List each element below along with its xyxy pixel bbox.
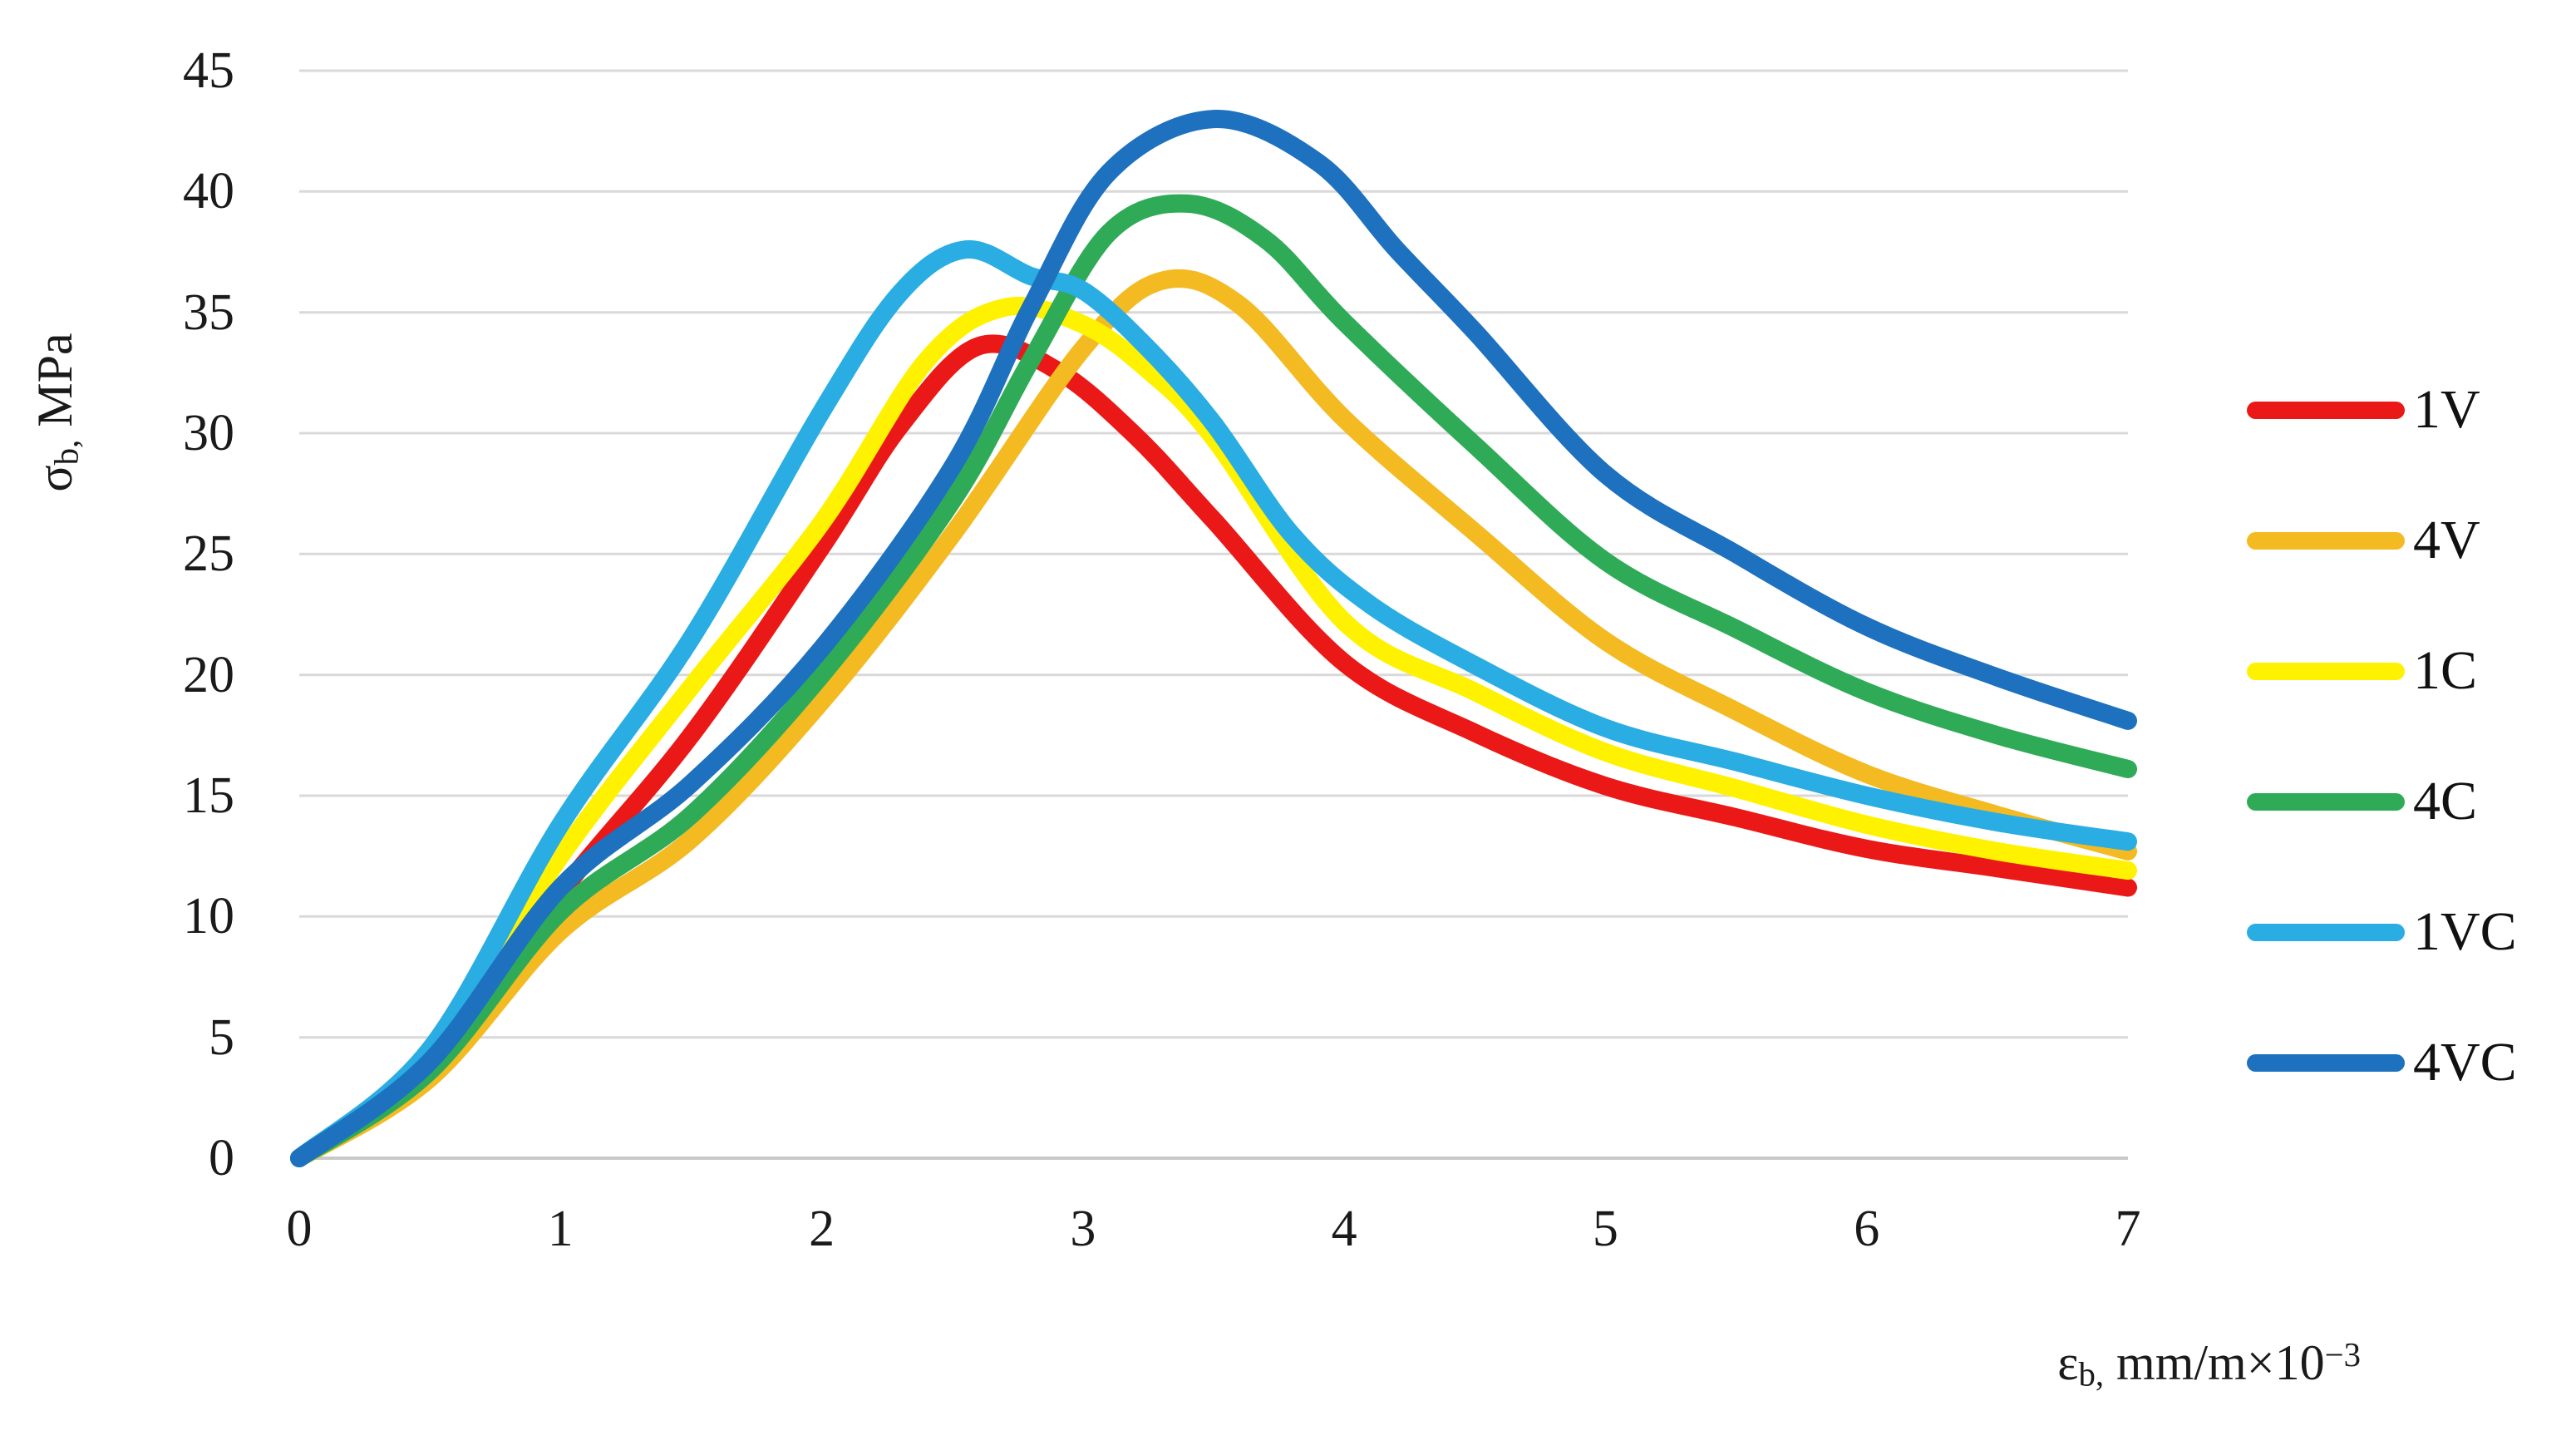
curve-4VC bbox=[290, 110, 2137, 1167]
x-title-subscript: b, bbox=[2078, 1355, 2105, 1393]
curve-1VC bbox=[290, 239, 2137, 1167]
y-tick-label-20: 20 bbox=[183, 646, 234, 703]
x-title-units: mm/m×10 bbox=[2104, 1335, 2325, 1390]
y-tick-label-35: 35 bbox=[183, 284, 234, 341]
x-tick-label-1: 1 bbox=[547, 1200, 574, 1257]
y-tick-label-5: 5 bbox=[209, 1009, 234, 1066]
y-title-subscript: b, bbox=[47, 439, 86, 466]
x-title-symbol: ε bbox=[2057, 1335, 2079, 1390]
data-curves bbox=[290, 110, 2137, 1167]
x-tick-label-2: 2 bbox=[809, 1200, 835, 1257]
y-title-symbol: σ bbox=[27, 465, 83, 492]
curve-4C bbox=[290, 194, 2137, 1167]
y-tick-label-15: 15 bbox=[183, 767, 234, 824]
y-tick-label-30: 30 bbox=[183, 405, 234, 461]
x-tick-label-5: 5 bbox=[1592, 1200, 1618, 1257]
y-axis-title: σb, MPa bbox=[27, 205, 86, 620]
x-tick-label-6: 6 bbox=[1854, 1200, 1880, 1257]
y-title-units: MPa bbox=[27, 333, 83, 440]
x-tick-label-7: 7 bbox=[2115, 1200, 2141, 1257]
y-tick-label-40: 40 bbox=[183, 163, 234, 220]
x-tick-label-3: 3 bbox=[1070, 1200, 1096, 1257]
curve-1V bbox=[290, 334, 2137, 1167]
x-tick-label-4: 4 bbox=[1331, 1200, 1357, 1257]
y-tick-label-25: 25 bbox=[183, 525, 234, 583]
y-tick-label-10: 10 bbox=[183, 888, 234, 945]
curve-4V bbox=[290, 269, 2137, 1167]
curve-1C bbox=[290, 296, 2137, 1167]
x-tick-label-0: 0 bbox=[286, 1200, 313, 1257]
y-tick-label-45: 45 bbox=[183, 42, 234, 99]
y-tick-label-0: 0 bbox=[209, 1130, 234, 1186]
x-title-exponent: −3 bbox=[2324, 1336, 2361, 1374]
x-axis-title: εb, mm/m×10−3 bbox=[1887, 1334, 2361, 1401]
